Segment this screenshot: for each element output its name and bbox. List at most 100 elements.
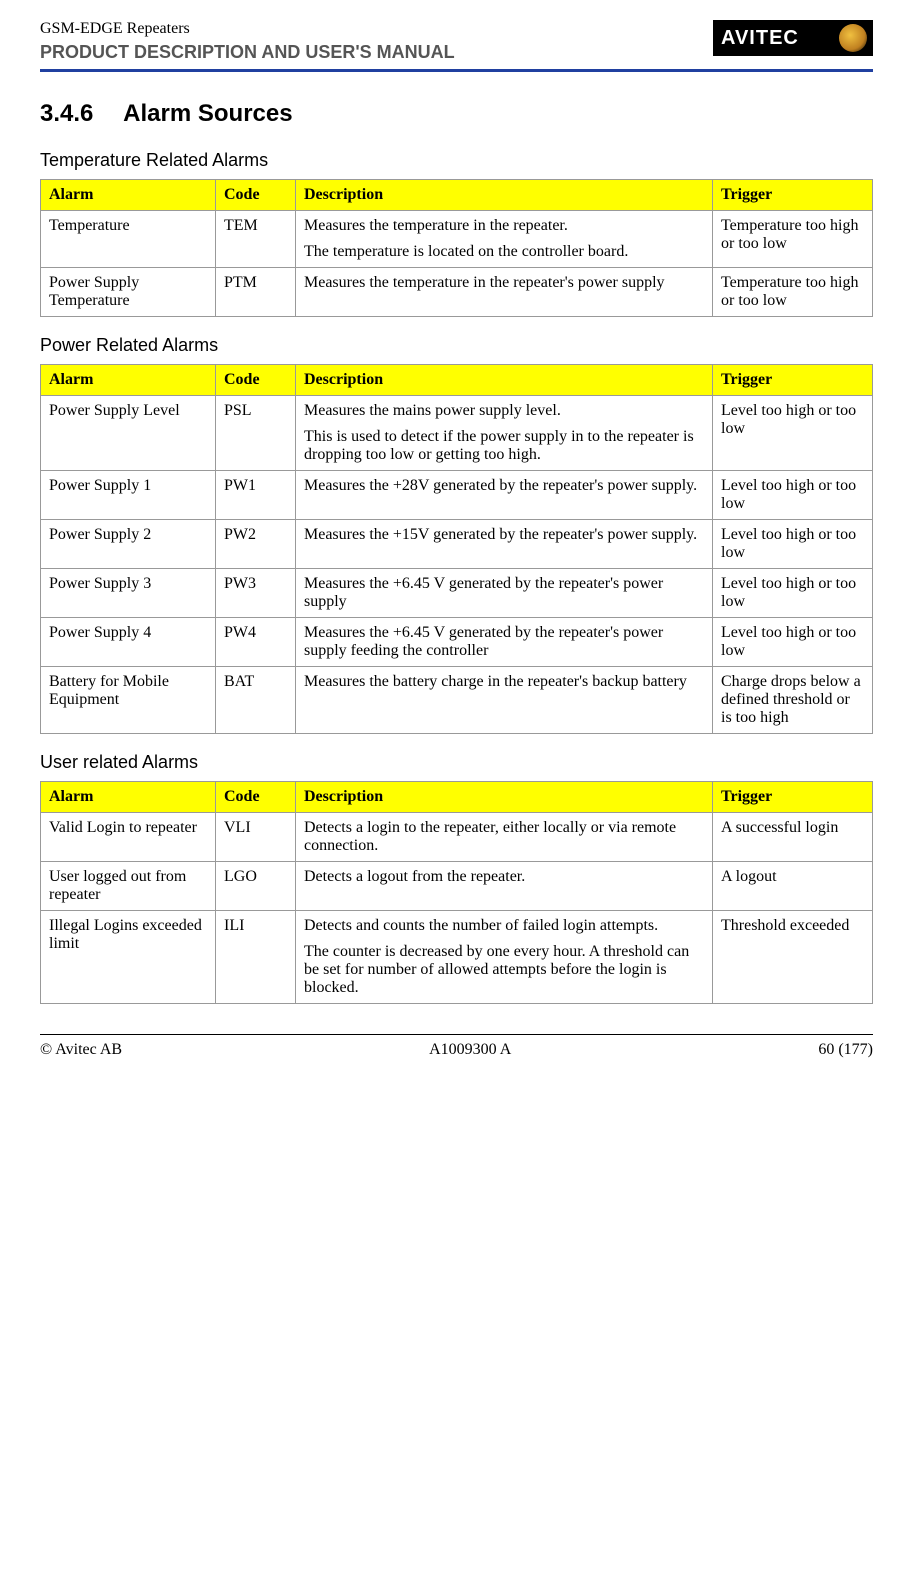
section-heading: 3.4.6 Alarm Sources (40, 100, 873, 128)
cell-code: PSL (216, 396, 296, 471)
table-row: User logged out from repeaterLGO Detects … (41, 862, 873, 911)
cell-code: PW3 (216, 569, 296, 618)
description-paragraph: Detects a login to the repeater, either … (304, 819, 704, 855)
cell-description: Measures the +15V generated by the repea… (296, 520, 713, 569)
column-header: Code (216, 365, 296, 396)
column-header: Trigger (713, 365, 873, 396)
table-row: Battery for Mobile EquipmentBAT Measures … (41, 667, 873, 734)
cell-code: ILI (216, 911, 296, 1004)
cell-description: Measures the temperature in the repeater… (296, 268, 713, 317)
table-row: Power Supply 3PW3Measures the +6.45 V ge… (41, 569, 873, 618)
cell-alarm: Battery for Mobile Equipment (41, 667, 216, 734)
column-header: Description (296, 180, 713, 211)
cell-trigger: Charge drops below a defined threshold o… (713, 667, 873, 734)
cell-code: PW2 (216, 520, 296, 569)
cell-alarm: Power Supply 2 (41, 520, 216, 569)
description-paragraph: Measures the mains power supply level. (304, 402, 704, 420)
cell-description: Detects a login to the repeater, either … (296, 813, 713, 862)
cell-alarm: Illegal Logins exceeded limit (41, 911, 216, 1004)
cell-trigger: A successful login (713, 813, 873, 862)
column-header: Code (216, 782, 296, 813)
footer-center: A1009300 A (429, 1041, 511, 1059)
cell-description: Detects and counts the number of failed … (296, 911, 713, 1004)
column-header: Alarm (41, 782, 216, 813)
column-header: Code (216, 180, 296, 211)
cell-trigger: Threshold exceeded (713, 911, 873, 1004)
header-divider (40, 69, 873, 72)
table-row: Power Supply 4PW4Measures the +6.45 V ge… (41, 618, 873, 667)
cell-trigger: Level too high or too low (713, 396, 873, 471)
cell-code: PTM (216, 268, 296, 317)
description-paragraph: This is used to detect if the power supp… (304, 428, 704, 464)
cell-code: VLI (216, 813, 296, 862)
page-footer: © Avitec AB A1009300 A 60 (177) (40, 1041, 873, 1059)
footer-right: 60 (177) (818, 1041, 873, 1059)
cell-alarm: User logged out from repeater (41, 862, 216, 911)
cell-code: PW1 (216, 471, 296, 520)
section-number: 3.4.6 (40, 100, 93, 127)
product-name: GSM-EDGE Repeaters (40, 20, 455, 38)
section-title: Alarm Sources (123, 100, 292, 127)
logo-text: AVITEC (721, 27, 799, 50)
table-row: Power Supply LevelPSLMeasures the mains … (41, 396, 873, 471)
cell-trigger: Level too high or too low (713, 471, 873, 520)
cell-trigger: Level too high or too low (713, 520, 873, 569)
description-paragraph: Measures the +6.45 V generated by the re… (304, 624, 704, 660)
cell-trigger: Temperature too high or too low (713, 211, 873, 268)
alarm-table: AlarmCodeDescriptionTriggerTemperatureTE… (40, 179, 873, 317)
table-row: Valid Login to repeaterVLIDetects a logi… (41, 813, 873, 862)
description-paragraph: The counter is decreased by one every ho… (304, 943, 704, 997)
table-row: Illegal Logins exceeded limitILI Detects … (41, 911, 873, 1004)
description-paragraph: Measures the battery charge in the repea… (304, 673, 704, 691)
cell-trigger: Level too high or too low (713, 569, 873, 618)
column-header: Alarm (41, 180, 216, 211)
table-heading: User related Alarms (40, 752, 873, 773)
column-header: Description (296, 782, 713, 813)
description-paragraph: Measures the +15V generated by the repea… (304, 526, 704, 544)
column-header: Trigger (713, 180, 873, 211)
cell-description: Measures the battery charge in the repea… (296, 667, 713, 734)
description-paragraph: The temperature is located on the contro… (304, 243, 704, 261)
cell-alarm: Valid Login to repeater (41, 813, 216, 862)
description-paragraph: Measures the temperature in the repeater… (304, 274, 704, 292)
table-row: Power Supply TemperaturePTM Measures the … (41, 268, 873, 317)
manual-title: PRODUCT DESCRIPTION AND USER'S MANUAL (40, 42, 455, 63)
cell-code: BAT (216, 667, 296, 734)
header-left: GSM-EDGE Repeaters PRODUCT DESCRIPTION A… (40, 20, 455, 63)
cell-trigger: A logout (713, 862, 873, 911)
table-row: TemperatureTEMMeasures the temperature i… (41, 211, 873, 268)
logo-swirl-icon (839, 24, 867, 52)
cell-alarm: Power Supply 1 (41, 471, 216, 520)
cell-trigger: Level too high or too low (713, 618, 873, 667)
table-row: Power Supply 1PW1 Measures the +28V gener… (41, 471, 873, 520)
cell-description: Measures the temperature in the repeater… (296, 211, 713, 268)
tables-container: Temperature Related AlarmsAlarmCodeDescr… (40, 150, 873, 1004)
cell-code: LGO (216, 862, 296, 911)
cell-alarm: Power Supply 3 (41, 569, 216, 618)
alarm-table: AlarmCodeDescriptionTriggerValid Login t… (40, 781, 873, 1004)
column-header: Description (296, 365, 713, 396)
cell-code: TEM (216, 211, 296, 268)
cell-alarm: Temperature (41, 211, 216, 268)
description-paragraph: Detects and counts the number of failed … (304, 917, 704, 935)
cell-description: Measures the mains power supply level. Th… (296, 396, 713, 471)
column-header: Trigger (713, 782, 873, 813)
alarm-table: AlarmCodeDescriptionTriggerPower Supply … (40, 364, 873, 734)
column-header: Alarm (41, 365, 216, 396)
description-paragraph: Measures the +6.45 V generated by the re… (304, 575, 704, 611)
footer-left: © Avitec AB (40, 1041, 122, 1059)
table-row: Power Supply 2PW2 Measures the +15V gener… (41, 520, 873, 569)
description-paragraph: Measures the +28V generated by the repea… (304, 477, 704, 495)
cell-description: Measures the +6.45 V generated by the re… (296, 569, 713, 618)
table-heading: Power Related Alarms (40, 335, 873, 356)
cell-alarm: Power Supply Temperature (41, 268, 216, 317)
cell-description: Measures the +6.45 V generated by the re… (296, 618, 713, 667)
cell-description: Measures the +28V generated by the repea… (296, 471, 713, 520)
avitec-logo: AVITEC (713, 20, 873, 56)
cell-alarm: Power Supply Level (41, 396, 216, 471)
description-paragraph: Detects a logout from the repeater. (304, 868, 704, 886)
cell-code: PW4 (216, 618, 296, 667)
footer-divider (40, 1034, 873, 1035)
cell-description: Detects a logout from the repeater. (296, 862, 713, 911)
table-heading: Temperature Related Alarms (40, 150, 873, 171)
